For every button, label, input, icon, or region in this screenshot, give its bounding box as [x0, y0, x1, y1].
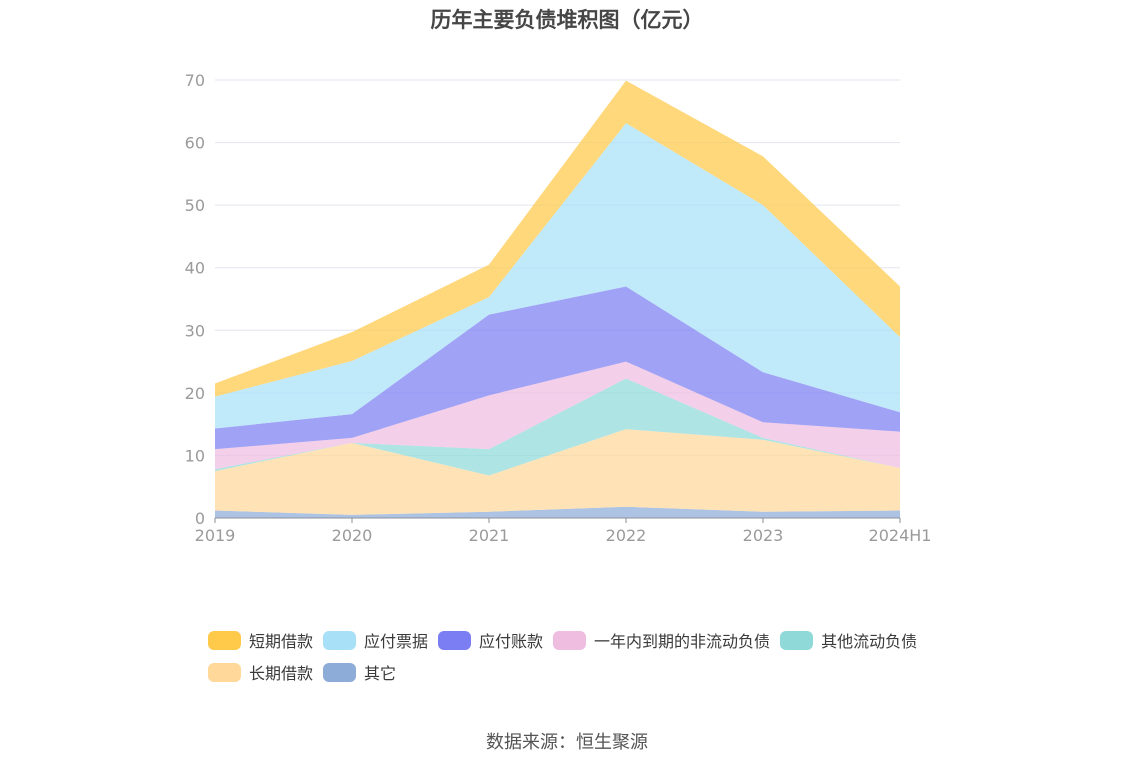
chart-title: 历年主要负债堆积图（亿元） [430, 8, 704, 32]
area-series-4 [215, 286, 900, 450]
area-series-6 [215, 80, 900, 397]
y-tick-label: 10 [185, 446, 205, 465]
legend-item[interactable]: 一年内到期的非流动负债 [553, 630, 771, 651]
area-series-0 [215, 506, 900, 518]
legend: 短期借款 应付票据 应付账款 一年内到期的非流动负债 其他流动负债长期借款 其它 [208, 630, 968, 694]
legend-item[interactable]: 长期借款 [208, 662, 314, 683]
y-tick-label: 20 [185, 384, 205, 403]
y-tick-label: 60 [185, 134, 205, 153]
x-tick-label: 2023 [743, 526, 784, 545]
legend-item[interactable]: 其他流动负债 [780, 630, 918, 651]
legend-swatch [208, 630, 241, 650]
legend-swatch [553, 630, 587, 650]
area-series-3 [215, 361, 900, 470]
area-series-1 [215, 429, 900, 515]
chart-canvas: 0 10 20 30 40 50 60 70 2019 2020 2021 2022 2023 2024H… [185, 71, 932, 545]
legend-swatch [208, 662, 241, 682]
x-tick-label: 2021 [469, 526, 510, 545]
legend-label: 其他流动负债 [821, 632, 918, 651]
legend-label: 一年内到期的非流动负债 [594, 632, 771, 651]
area-series-5 [215, 123, 900, 429]
legend-label: 应付票据 [364, 632, 429, 651]
legend-label: 长期借款 [249, 664, 314, 683]
legend-label: 短期借款 [249, 632, 314, 651]
x-tick-label: 2020 [332, 526, 373, 545]
legend-item[interactable]: 其它 [323, 662, 397, 683]
legend-swatch [438, 630, 472, 650]
legend-label: 其它 [364, 664, 397, 683]
y-tick-label: 0 [195, 509, 205, 528]
legend-item[interactable]: 应付账款 [438, 630, 544, 651]
x-tick-label: 2024H1 [869, 526, 932, 545]
y-tick-label: 30 [185, 321, 205, 340]
legend-swatch [780, 630, 814, 650]
y-tick-label: 70 [185, 71, 205, 90]
x-tick-label: 2019 [195, 526, 236, 545]
legend-label: 应付账款 [479, 632, 544, 651]
legend-swatch [323, 662, 357, 682]
area-series-2 [215, 378, 900, 476]
y-tick-label: 40 [185, 259, 205, 278]
source-note: 数据来源：恒生聚源 [486, 732, 648, 753]
y-tick-label: 50 [185, 196, 205, 215]
legend-swatch [323, 630, 357, 650]
axes: 0 10 20 30 40 50 60 70 2019 2020 2021 2022 2023 2024H… [185, 71, 932, 545]
x-tick-label: 2022 [606, 526, 647, 545]
legend-item[interactable]: 短期借款 [208, 630, 314, 651]
legend-item[interactable]: 应付票据 [323, 630, 429, 651]
area-series [215, 80, 900, 518]
